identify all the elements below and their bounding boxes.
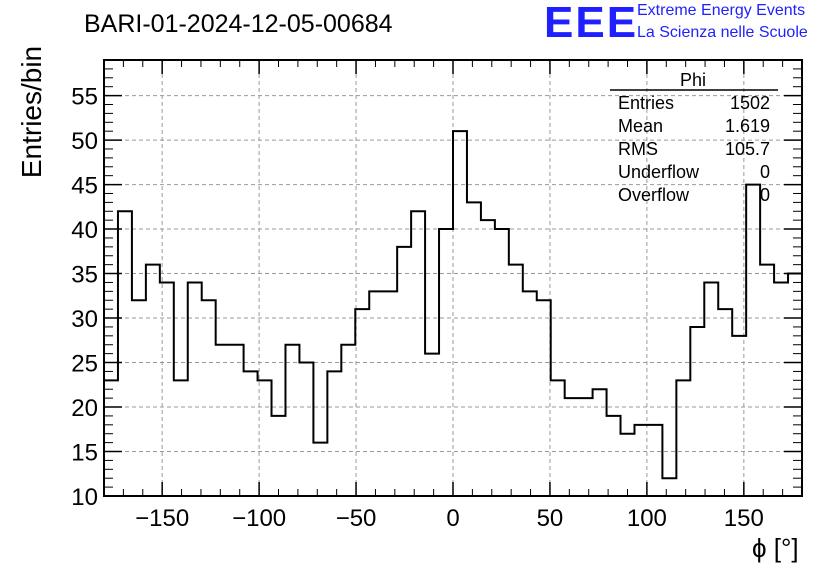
y-tick-label: 20	[71, 395, 98, 422]
y-axis-label: Entries/bin	[16, 45, 47, 179]
stats-key: Underflow	[618, 162, 700, 182]
grid-lines	[104, 60, 802, 496]
y-tick-label: 10	[71, 484, 98, 511]
stats-key: Mean	[618, 116, 664, 136]
stats-box-title: Phi	[680, 70, 707, 90]
y-tick-label: 35	[71, 262, 98, 289]
x-tick-label: 50	[537, 505, 564, 532]
chart-title: BARI-01-2024-12-05-00684	[84, 10, 393, 38]
stats-key: Overflow	[618, 185, 690, 205]
axis-ticks	[104, 60, 802, 497]
stats-value: 0	[759, 185, 770, 205]
stats-value: 1.619	[724, 116, 770, 136]
y-tick-label: 50	[71, 128, 98, 155]
stats-value: 105.7	[724, 139, 770, 159]
eee-logo: EEE	[544, 0, 639, 47]
y-tick-label: 15	[71, 440, 98, 467]
y-tick-label: 25	[71, 351, 98, 378]
x-tick-label: −100	[232, 505, 286, 532]
y-tick-label: 40	[71, 217, 98, 244]
histogram-line	[104, 130, 802, 480]
stats-key: RMS	[618, 139, 658, 159]
x-tick-label: −150	[135, 505, 189, 532]
y-tick-label: 45	[71, 173, 98, 200]
stats-value: 1502	[729, 93, 770, 113]
stats-key: Entries	[618, 93, 675, 113]
x-tick-label: −50	[336, 505, 377, 532]
logo-text-line2: La Scienza nelle Scuole	[637, 24, 808, 41]
x-tick-label: 100	[627, 505, 667, 532]
y-tick-label: 55	[71, 84, 98, 111]
logo-text-line1: Extreme Energy Events	[637, 2, 806, 19]
stats-value: 0	[759, 162, 770, 182]
x-tick-label: 0	[446, 505, 459, 532]
tick-labels: −150 −100 −50 0 50 100 150 10 15 20 25 30 35 40 45 50 55	[71, 84, 764, 532]
x-axis-label: ϕ [°]	[752, 533, 799, 563]
y-tick-label: 30	[71, 306, 98, 333]
x-tick-label: 150	[724, 505, 764, 532]
